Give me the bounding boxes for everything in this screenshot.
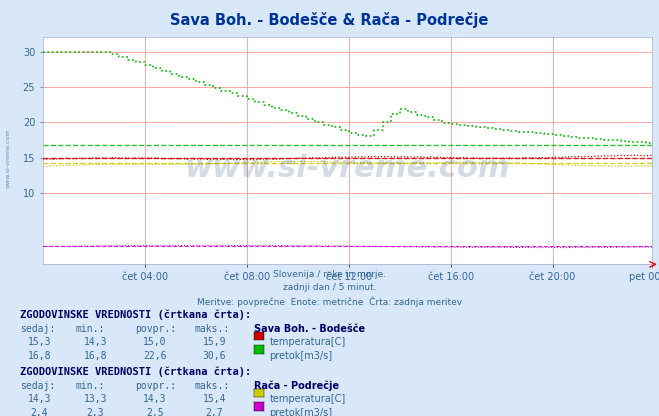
Text: sedaj:: sedaj: [20,381,55,391]
Text: povpr.:: povpr.: [135,324,176,334]
Text: min.:: min.: [76,324,105,334]
Text: 2,5: 2,5 [146,408,163,416]
Text: 14,3: 14,3 [84,337,107,347]
Text: maks.:: maks.: [194,381,229,391]
Text: maks.:: maks.: [194,324,229,334]
Text: 15,9: 15,9 [202,337,226,347]
Text: povpr.:: povpr.: [135,381,176,391]
Text: www.si-vreme.com: www.si-vreme.com [185,154,511,183]
Text: Sava Boh. - Bodešče & Rača - Podrečje: Sava Boh. - Bodešče & Rača - Podrečje [170,12,489,27]
Text: 2,3: 2,3 [87,408,104,416]
Text: 15,4: 15,4 [202,394,226,404]
Text: Meritve: povprečne  Enote: metrične  Črta: zadnja meritev: Meritve: povprečne Enote: metrične Črta:… [197,296,462,307]
Text: 2,4: 2,4 [31,408,48,416]
Text: Slovenija / reke in morje.: Slovenija / reke in morje. [273,270,386,279]
Text: temperatura[C]: temperatura[C] [270,394,346,404]
Text: 14,3: 14,3 [143,394,167,404]
Text: 16,8: 16,8 [84,351,107,361]
Text: 22,6: 22,6 [143,351,167,361]
Text: sedaj:: sedaj: [20,324,55,334]
Text: ZGODOVINSKE VREDNOSTI (črtkana črta):: ZGODOVINSKE VREDNOSTI (črtkana črta): [20,367,251,377]
Text: 15,3: 15,3 [28,337,51,347]
Text: zadnji dan / 5 minut.: zadnji dan / 5 minut. [283,283,376,292]
Text: 15,0: 15,0 [143,337,167,347]
Text: ZGODOVINSKE VREDNOSTI (črtkana črta):: ZGODOVINSKE VREDNOSTI (črtkana črta): [20,310,251,320]
Text: Sava Boh. - Bodešče: Sava Boh. - Bodešče [254,324,365,334]
Text: temperatura[C]: temperatura[C] [270,337,346,347]
Text: pretok[m3/s]: pretok[m3/s] [270,408,333,416]
Text: 2,7: 2,7 [206,408,223,416]
Text: 30,6: 30,6 [202,351,226,361]
Text: www.si-vreme.com: www.si-vreme.com [5,128,11,188]
Text: min.:: min.: [76,381,105,391]
Text: Rača - Podrečje: Rača - Podrečje [254,381,339,391]
Text: 16,8: 16,8 [28,351,51,361]
Text: pretok[m3/s]: pretok[m3/s] [270,351,333,361]
Text: 13,3: 13,3 [84,394,107,404]
Text: 14,3: 14,3 [28,394,51,404]
